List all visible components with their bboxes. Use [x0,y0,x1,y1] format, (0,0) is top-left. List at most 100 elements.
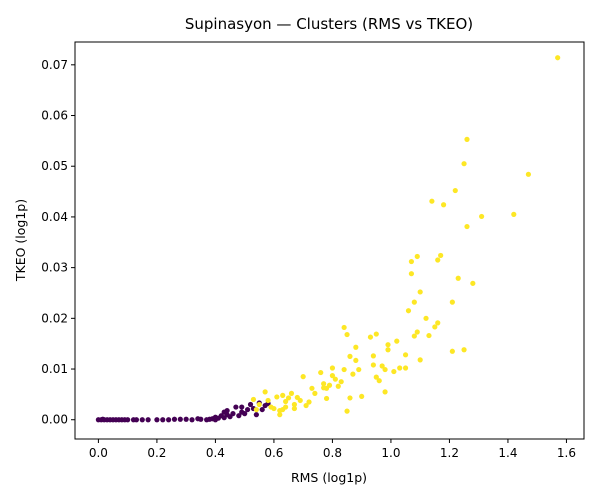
scatter-point-cluster-1-12 [283,404,289,410]
x-axis-ticks: 0.0 0.2 0.4 0.6 0.8 1.0 1.2 1.4 1.6 [89,439,576,460]
x-tick-label-8: 1.6 [557,446,576,460]
scatter-point-cluster-0-48 [259,406,265,413]
scatter-point-cluster-1-52 [376,378,382,384]
scatter-point-cluster-0-15 [145,417,151,423]
scatter-point-cluster-1-33 [332,376,338,382]
scatter-point-cluster-1-24 [312,390,318,396]
scatter-point-cluster-1-16 [291,401,297,408]
scatter-point-cluster-1-45 [356,366,362,373]
scatter-point-cluster-1-44 [353,344,359,350]
scatter-point-cluster-1-54 [382,366,388,373]
points-layer [95,55,561,423]
scatter-point-cluster-0-22 [189,417,195,423]
scatter-point-cluster-1-91 [525,171,532,177]
scatter-point-cluster-1-86 [464,223,470,230]
scatter-point-cluster-1-56 [385,347,391,353]
scatter-point-cluster-1-7 [274,394,280,400]
scatter-point-cluster-1-4 [265,397,271,404]
scatter-point-cluster-0-41 [239,404,245,410]
scatter-point-cluster-1-83 [455,275,461,281]
scatter-point-cluster-1-82 [452,187,458,194]
scatter-point-cluster-1-42 [350,371,356,377]
scatter-point-cluster-1-69 [414,253,420,260]
scatter-point-cluster-1-37 [341,324,347,331]
scatter-point-cluster-1-84 [461,347,467,353]
x-tick-label-1: 0.2 [147,446,166,460]
scatter-point-cluster-1-74 [429,198,435,204]
scatter-point-cluster-1-15 [288,390,295,396]
scatter-point-cluster-0-18 [166,417,172,423]
scatter-point-cluster-1-51 [373,374,379,380]
scatter-point-cluster-1-64 [408,271,415,277]
scatter-point-cluster-1-35 [338,379,344,385]
scatter-point-cluster-1-73 [426,332,432,339]
scatter-point-cluster-1-36 [341,366,347,373]
scatter-point-cluster-1-71 [417,357,423,363]
scatter-point-cluster-0-13 [133,417,140,423]
scatter-point-cluster-1-68 [414,329,420,335]
scatter-point-cluster-1-40 [347,353,353,359]
chart-title: Supinasyon — Clusters (RMS vs TKEO) [185,15,473,33]
scatter-point-cluster-1-21 [303,402,309,409]
scatter-point-cluster-1-49 [370,353,376,359]
scatter-point-cluster-1-22 [306,399,312,405]
scatter-point-cluster-1-8 [277,412,283,418]
y-tick-label-7: 0.07 [41,58,68,72]
scatter-point-cluster-1-92 [555,55,561,61]
scatter-point-cluster-1-11 [280,392,286,398]
x-tick-label-4: 0.8 [323,446,342,460]
y-tick-label-0: 0.00 [41,413,68,427]
scatter-point-cluster-0-37 [230,411,236,417]
scatter-point-cluster-1-20 [300,374,306,380]
scatter-point-cluster-0-14 [139,417,145,423]
x-tick-label-0: 0.0 [89,446,108,460]
scatter-point-cluster-1-65 [408,258,415,265]
scatter-point-cluster-0-11 [125,417,131,423]
scatter-point-cluster-0-24 [198,416,204,422]
plot-frame [74,41,585,440]
scatter-point-cluster-1-41 [347,395,353,401]
scatter-point-cluster-1-25 [318,369,324,376]
scatter-point-cluster-0-38 [233,404,239,410]
scatter-point-cluster-0-21 [183,416,189,422]
y-tick-label-4: 0.04 [41,210,68,224]
scatter-point-cluster-1-48 [370,362,376,368]
scatter-point-cluster-1-90 [511,211,517,217]
y-axis-ticks: 0.00 0.01 0.02 0.03 0.04 0.05 0.06 0.07 [41,58,75,427]
scatter-point-cluster-1-26 [321,381,327,387]
scatter-point-cluster-1-43 [353,357,359,364]
scatter-point-cluster-1-76 [435,320,441,326]
scatter-point-cluster-1-3 [262,389,268,395]
scatter-point-cluster-1-31 [329,373,336,379]
scatter-point-cluster-1-81 [449,299,455,305]
scatter-point-cluster-1-78 [438,252,444,259]
scatter-point-cluster-0-39 [236,413,242,419]
scatter-point-cluster-1-79 [440,202,447,208]
y-tick-label-3: 0.03 [41,261,68,275]
y-tick-label-5: 0.05 [41,159,68,173]
scatter-point-cluster-1-53 [379,363,385,369]
x-tick-label-3: 0.6 [264,446,283,460]
scatter-point-cluster-1-72 [423,315,429,321]
scatter-point-cluster-1-75 [432,324,438,330]
scatter-point-cluster-1-13 [283,398,289,405]
scatter-point-cluster-1-80 [449,348,455,354]
scatter-point-cluster-1-34 [335,383,341,389]
scatter-point-cluster-0-46 [253,412,259,418]
scatter-point-cluster-1-38 [344,331,350,338]
scatter-point-cluster-1-77 [435,257,441,263]
scatter-point-cluster-1-57 [385,342,391,348]
scatter-point-cluster-0-44 [247,401,254,408]
scatter-point-cluster-1-66 [411,333,417,339]
y-tick-label-6: 0.06 [41,109,68,123]
scatter-point-cluster-1-58 [391,368,397,375]
scatter-point-cluster-1-87 [464,136,470,142]
scatter-point-cluster-0-19 [171,416,178,422]
x-tick-label-5: 1.0 [381,446,400,460]
scatter-point-cluster-1-85 [461,161,467,167]
scatter-point-cluster-0-16 [154,417,160,423]
scatter-point-cluster-1-47 [367,334,374,340]
